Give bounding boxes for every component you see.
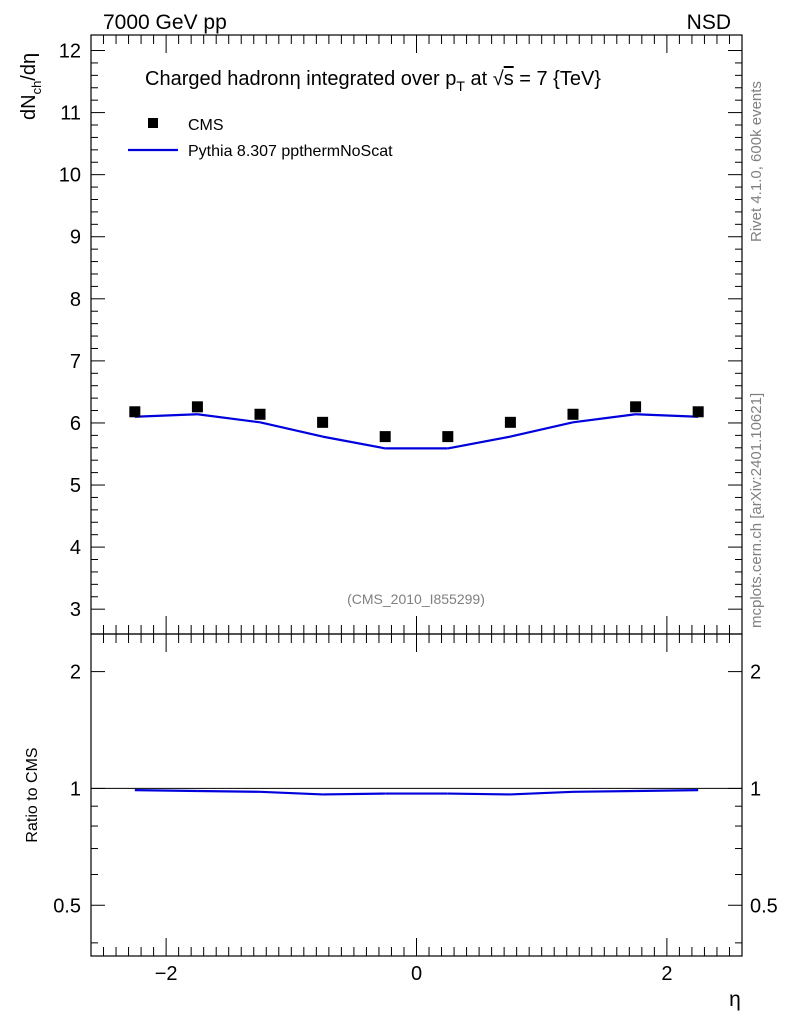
cms-data-point (442, 431, 454, 443)
pythia-line-segment (635, 413, 699, 418)
main-y-tick-label: 5 (70, 475, 81, 497)
legend-cms-marker (148, 118, 158, 128)
x-tick-labels: −2 0 2 (155, 963, 673, 985)
pythia-line-segment (572, 413, 636, 424)
ratio-y-tick-label-right: 1 (750, 778, 761, 800)
header-right-label: NSD (687, 11, 731, 34)
main-y-tick-label: 9 (70, 227, 81, 249)
ratio-axis-ticks (91, 671, 742, 944)
cms-data-point (630, 401, 642, 413)
ratio-line-segment (572, 789, 636, 793)
cms-data-point (504, 416, 516, 428)
ylabel-d: dN (18, 94, 40, 120)
ratio-y-tick-labels: 0.5 0.5 1 1 2 2 (53, 662, 778, 918)
ratio-line-segment (134, 789, 198, 793)
ratio-y-tick-label-left: 1 (70, 778, 81, 800)
cms-data-point (191, 401, 203, 413)
main-y-tick-label: 3 (70, 599, 81, 621)
cms-data-point (254, 408, 266, 420)
title-suffix: = 7 {TeV} (514, 68, 602, 90)
legend-pythia-label: Pythia 8.307 ppthermNoScat (188, 143, 393, 160)
x-tick-label: 0 (411, 963, 422, 985)
pythia-line-segment (259, 421, 323, 438)
cms-data-point (567, 408, 579, 420)
main-y-tick-label: 12 (59, 41, 81, 63)
ratio-y-tick-label-right: 0.5 (750, 895, 778, 917)
main-y-tick-label: 6 (70, 413, 81, 435)
title-eta: η (290, 68, 301, 90)
ratio-y-tick-label-left: 0.5 (53, 895, 81, 917)
title-s: s (504, 68, 514, 90)
title-subscript: T (456, 78, 465, 94)
main-y-tick-label: 11 (60, 103, 81, 125)
pythia-line-segment (510, 421, 574, 438)
rivet-version-label: Rivet 4.1.0, 600k events (748, 81, 765, 242)
pythia-line-segment (134, 413, 198, 418)
main-axis-ticks (91, 35, 742, 956)
chart-title: Charged hadronη integrated over pT at √s… (145, 68, 601, 94)
title-sqrt: √ (493, 68, 504, 90)
cms-data-point (317, 416, 329, 428)
ratio-line-segment (197, 789, 261, 793)
main-y-tick-labels: 3 4 5 6 7 8 9 10 11 12 (59, 41, 81, 622)
main-y-tick-label: 10 (59, 165, 81, 187)
ratio-line-segment (259, 790, 323, 796)
ylabel-sub: ch (29, 81, 44, 95)
main-y-tick-label: 4 (70, 537, 81, 559)
main-y-tick-label: 7 (70, 351, 81, 373)
legend-cms-label: CMS (188, 117, 224, 134)
ratio-data-marks (91, 787, 742, 796)
legend: CMS Pythia 8.307 ppthermNoScat (128, 117, 393, 160)
pythia-line-segment (322, 435, 386, 450)
ratio-line-segment (447, 792, 511, 796)
x-tick-label: 2 (661, 963, 672, 985)
x-axis-label: η (729, 988, 741, 1011)
cms-data-point (692, 406, 704, 418)
x-tick-label: −2 (155, 963, 178, 985)
main-data-marks (129, 401, 704, 450)
main-y-tick-label: 8 (70, 289, 81, 311)
title-prefix: Charged hadron (145, 68, 290, 90)
ratio-line-segment (510, 790, 574, 796)
ylabel-rest: /dη (18, 53, 40, 81)
pythia-line-segment (447, 435, 511, 450)
ratio-y-tick-label-right: 2 (750, 662, 761, 684)
ratio-plot-frame (90, 633, 743, 957)
ratio-line-segment (322, 792, 386, 796)
cms-data-point (129, 406, 141, 418)
pythia-line-segment (197, 413, 261, 424)
title-middle: integrated over p (301, 68, 457, 90)
ratio-y-axis-label: Ratio to CMS (24, 747, 41, 842)
ratio-line-segment (635, 789, 699, 793)
ratio-y-tick-label-left: 2 (70, 662, 81, 684)
header-left-label: 7000 GeV pp (103, 11, 227, 34)
main-y-axis-label: dNch/dη (18, 53, 44, 120)
analysis-id-label: (CMS_2010_I855299) (347, 591, 485, 607)
title-at: at (465, 68, 493, 90)
mcplots-source-label: mcplots.cern.ch [arXiv:2401.10621] (748, 393, 765, 628)
cms-data-point (379, 431, 391, 443)
